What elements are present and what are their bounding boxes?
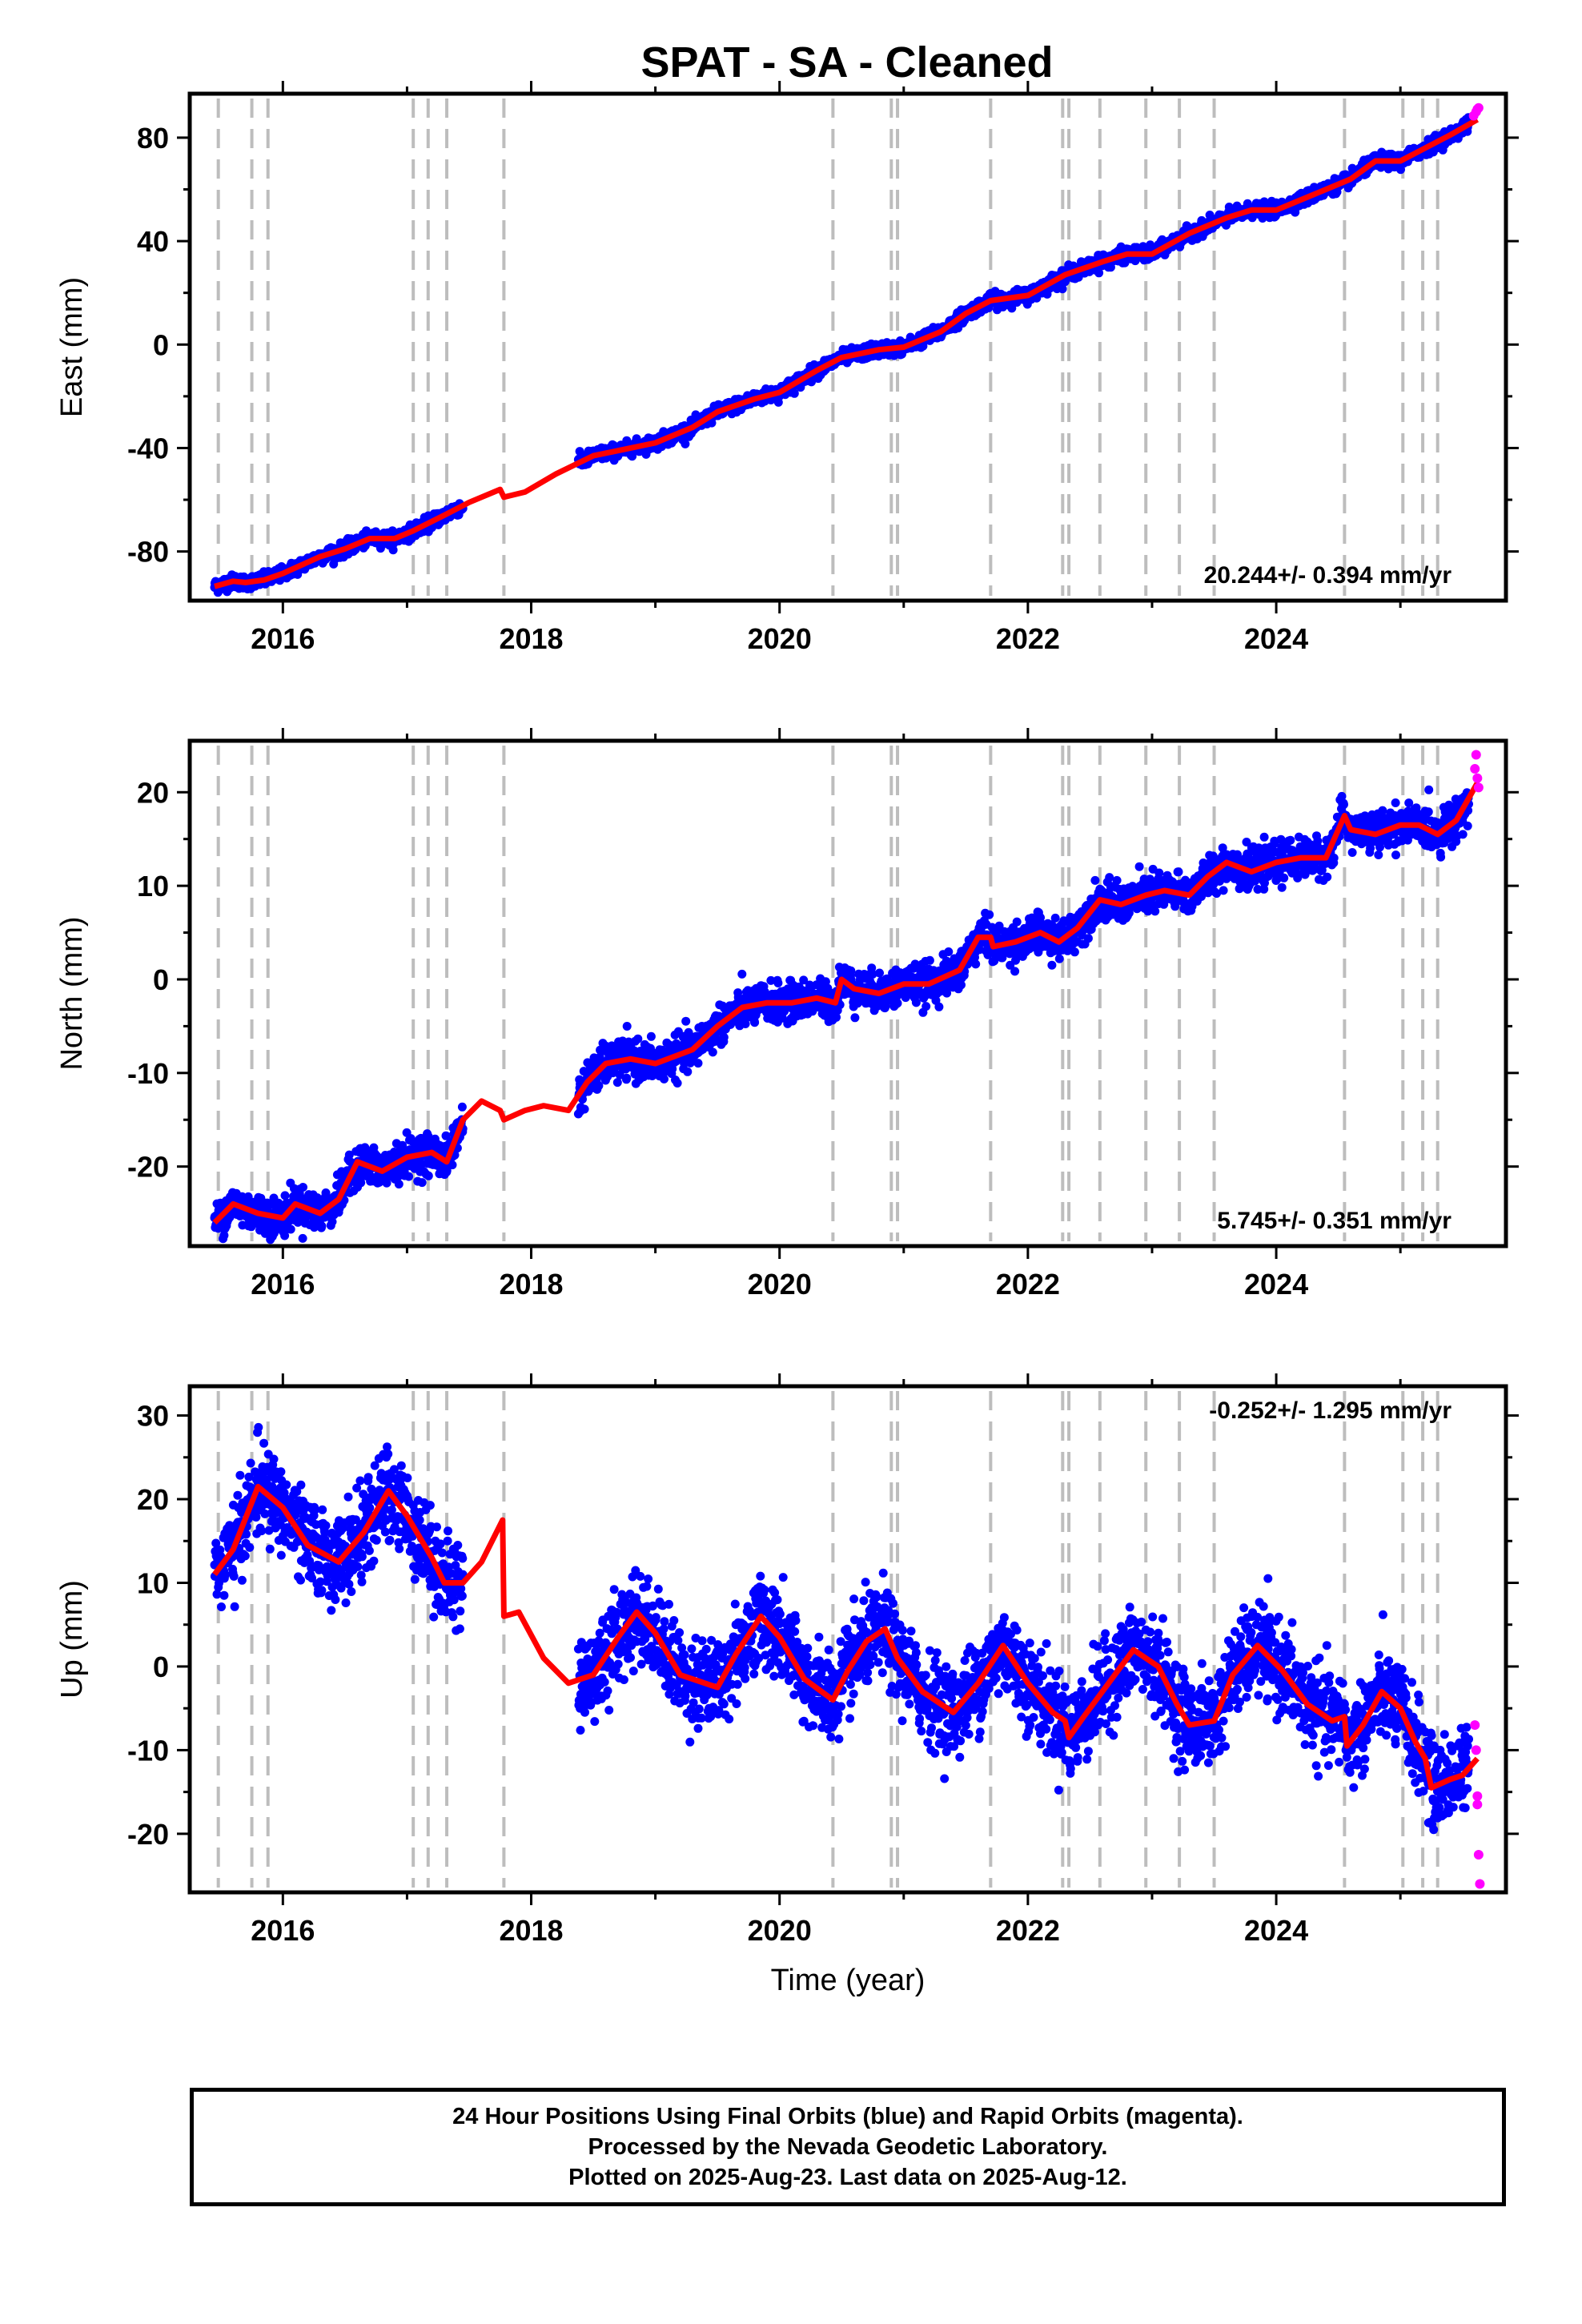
data-point — [417, 1178, 427, 1188]
data-point — [594, 1081, 604, 1091]
data-point — [737, 969, 747, 979]
data-point — [298, 1233, 307, 1243]
x-tick-label: 2018 — [499, 622, 563, 655]
data-point — [773, 979, 783, 987]
panel-east: -80 -40 0 40 80 2016 2018 2020 2022 2024 East (mm)… — [55, 81, 1519, 655]
rapid-orbit-points — [1468, 103, 1484, 121]
data-point — [344, 1150, 354, 1160]
data-point — [750, 1018, 760, 1027]
y-tick-label: -80 — [127, 536, 169, 569]
event-lines — [216, 99, 1439, 596]
data-point — [708, 1047, 717, 1057]
data-point — [622, 1073, 632, 1083]
data-point — [448, 1160, 457, 1170]
data-point — [457, 1102, 467, 1112]
chart-title: SPAT - SA - Cleaned — [640, 38, 1053, 86]
data-point — [832, 1012, 841, 1022]
data-point — [681, 439, 690, 448]
data-point — [286, 1224, 295, 1234]
data-point — [789, 388, 799, 398]
data-point — [1094, 268, 1104, 278]
y-tick-label: 40 — [137, 225, 169, 258]
data-point — [442, 1166, 452, 1176]
data-point — [766, 975, 776, 985]
x-tick-label: 2020 — [748, 622, 812, 655]
data-point — [356, 1178, 366, 1188]
data-point — [646, 1031, 656, 1041]
velocity-rate-label: 20.244+/- 0.394 mm/yr — [1204, 562, 1452, 589]
data-point — [382, 1178, 391, 1188]
data-point — [404, 1172, 414, 1181]
data-point — [681, 1016, 691, 1026]
data-point — [280, 1191, 290, 1200]
data-point — [317, 1221, 327, 1231]
y-tick-label: -40 — [127, 432, 169, 464]
data-point — [633, 1034, 643, 1043]
data-point — [622, 1022, 632, 1031]
x-tick-label: 2024 — [1244, 622, 1308, 655]
x-tick-label: 2016 — [251, 622, 315, 655]
data-point — [693, 1059, 703, 1068]
data-point — [846, 966, 856, 975]
data-point — [327, 1217, 337, 1226]
final-orbit-points — [210, 785, 1473, 1244]
data-point — [673, 1079, 682, 1088]
data-point — [683, 1067, 693, 1076]
data-point — [1058, 284, 1067, 294]
y-tick-label: 80 — [137, 122, 169, 155]
data-point — [394, 1180, 404, 1189]
data-point — [741, 1019, 750, 1028]
data-point — [424, 1171, 433, 1180]
data-point — [260, 1228, 270, 1238]
data-point — [660, 1074, 669, 1084]
y-axis-label: East (mm) — [55, 277, 89, 417]
data-point — [280, 1231, 290, 1240]
data-point — [299, 1183, 307, 1192]
model-fit-line — [214, 117, 1480, 589]
data-point — [821, 977, 830, 987]
rapid-point — [1473, 103, 1484, 113]
data-point — [580, 1104, 589, 1114]
data-point — [441, 1131, 451, 1140]
x-tick-label: 2022 — [996, 622, 1060, 655]
plot-frame — [187, 91, 1508, 603]
data-point — [799, 975, 809, 985]
data-point — [719, 1032, 729, 1042]
data-point — [612, 1078, 622, 1088]
y-tick-label: 0 — [153, 328, 169, 361]
